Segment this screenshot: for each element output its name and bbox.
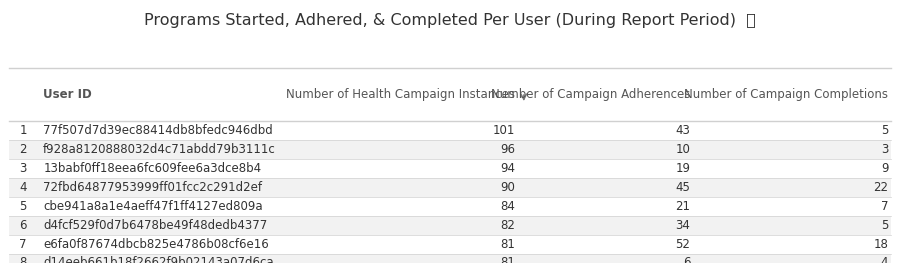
Text: 7: 7 xyxy=(881,200,888,213)
Text: 90: 90 xyxy=(500,181,515,194)
Bar xyxy=(9,254,891,263)
Text: 6: 6 xyxy=(20,219,27,232)
Text: e6fa0f87674dbcb825e4786b08cf6e16: e6fa0f87674dbcb825e4786b08cf6e16 xyxy=(43,237,269,251)
Text: 6: 6 xyxy=(683,256,690,263)
Text: 18: 18 xyxy=(873,237,888,251)
Text: 7: 7 xyxy=(20,237,27,251)
Text: 8: 8 xyxy=(20,256,27,263)
Text: 72fbd64877953999ff01fcc2c291d2ef: 72fbd64877953999ff01fcc2c291d2ef xyxy=(43,181,262,194)
Text: 96: 96 xyxy=(500,143,515,156)
Text: 101: 101 xyxy=(492,124,515,137)
Text: 22: 22 xyxy=(873,181,888,194)
Bar xyxy=(9,159,891,178)
Text: 52: 52 xyxy=(675,237,690,251)
Text: 3: 3 xyxy=(20,162,27,175)
Text: 1: 1 xyxy=(20,124,27,137)
Text: 81: 81 xyxy=(500,256,515,263)
Bar xyxy=(9,216,891,235)
Text: 21: 21 xyxy=(675,200,690,213)
Text: 9: 9 xyxy=(881,162,888,175)
Text: 5: 5 xyxy=(20,200,27,213)
Text: d14eeb661b18f2662f9b02143a07d6ca: d14eeb661b18f2662f9b02143a07d6ca xyxy=(43,256,274,263)
Text: 84: 84 xyxy=(500,200,515,213)
Text: 5: 5 xyxy=(881,219,888,232)
Text: 13babf0ff18eea6fc609fee6a3dce8b4: 13babf0ff18eea6fc609fee6a3dce8b4 xyxy=(43,162,261,175)
Text: 77f507d7d39ec88414db8bfedc946dbd: 77f507d7d39ec88414db8bfedc946dbd xyxy=(43,124,273,137)
Text: Number of Health Campaign Instances: Number of Health Campaign Instances xyxy=(286,88,515,101)
Text: 94: 94 xyxy=(500,162,515,175)
Bar xyxy=(9,197,891,216)
Bar xyxy=(9,178,891,197)
Bar xyxy=(9,140,891,159)
Text: d4fcf529f0d7b6478be49f48dedb4377: d4fcf529f0d7b6478be49f48dedb4377 xyxy=(43,219,267,232)
Text: 34: 34 xyxy=(675,219,690,232)
Text: 3: 3 xyxy=(881,143,888,156)
Text: Number of Campaign Adherences: Number of Campaign Adherences xyxy=(491,88,690,101)
Text: 81: 81 xyxy=(500,237,515,251)
Text: 10: 10 xyxy=(675,143,690,156)
Text: 2: 2 xyxy=(20,143,27,156)
Bar xyxy=(9,235,891,254)
Text: 5: 5 xyxy=(881,124,888,137)
Text: 4: 4 xyxy=(20,181,27,194)
Text: 19: 19 xyxy=(675,162,690,175)
Text: Programs Started, Adhered, & Completed Per User (During Report Period)  ⓘ: Programs Started, Adhered, & Completed P… xyxy=(144,13,756,28)
Text: 82: 82 xyxy=(500,219,515,232)
Text: cbe941a8a1e4aeff47f1ff4127ed809a: cbe941a8a1e4aeff47f1ff4127ed809a xyxy=(43,200,263,213)
Bar xyxy=(9,68,891,121)
Text: f928a8120888032d4c71abdd79b3111c: f928a8120888032d4c71abdd79b3111c xyxy=(43,143,276,156)
Bar xyxy=(9,121,891,140)
Text: User ID: User ID xyxy=(43,88,92,101)
Text: 4: 4 xyxy=(881,256,888,263)
Text: Number of Campaign Completions: Number of Campaign Completions xyxy=(684,88,888,101)
Text: 43: 43 xyxy=(675,124,690,137)
Text: 45: 45 xyxy=(675,181,690,194)
